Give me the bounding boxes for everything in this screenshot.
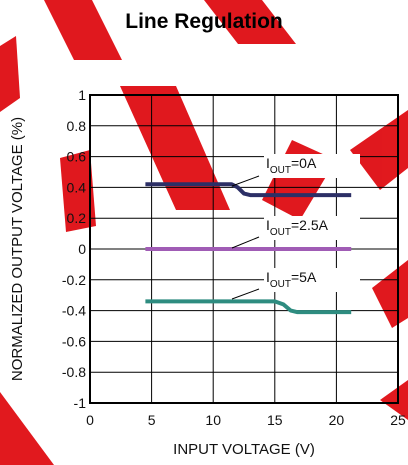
series-line-2 [145,299,352,315]
y-tick-label: 0.4 [67,179,87,195]
series-labels: IOUT=0A IOUT=2.5A IOUT=5A [231,154,360,300]
x-tick-labels: 0 5 10 15 20 25 [86,412,406,428]
label-leader-0 [231,175,260,187]
series-lines [145,182,352,315]
label-backdrop-1 [264,216,360,240]
y-tick-labels: -1 -0.8 -0.6 -0.4 -0.2 0 0.2 0.4 0.6 0.8 1 [62,87,86,411]
y-tick-label: 1 [78,87,86,103]
series-label-2: IOUT=5A [266,269,317,290]
y-tick-label: 0.8 [67,118,87,134]
plot-border [89,94,399,404]
y-tick-label: -0.4 [62,303,86,319]
chart-title: Line Regulation [125,10,283,33]
series-label-0: IOUT=0A [266,155,317,176]
x-tick-label: 25 [390,412,406,428]
y-tick-label: -1 [74,395,87,411]
x-tick-label: 15 [267,412,283,428]
series-line-0 [145,182,352,198]
grid-lines [90,95,398,403]
x-axis-label: INPUT VOLTAGE (V) [173,441,315,458]
label-backdrop-2 [264,268,360,292]
x-tick-label: 20 [329,412,345,428]
x-tick-label: 0 [86,412,94,428]
y-tick-label: 0.2 [67,210,87,226]
x-tick-label: 5 [148,412,156,428]
label-leader-1 [231,236,260,249]
series-label-1: IOUT=2.5A [266,217,329,238]
y-tick-label: -0.2 [62,272,86,288]
y-tick-label: -0.8 [62,364,86,380]
y-axis-label: NORMALIZED OUTPUT VOLTAGE (%) [9,117,26,381]
x-tick-label: 10 [205,412,221,428]
y-tick-label: -0.6 [62,333,86,349]
y-tick-label: 0.6 [67,149,87,165]
y-tick-label: 0 [78,241,86,257]
label-leader-2 [231,288,260,300]
label-backdrop-0 [264,154,360,178]
